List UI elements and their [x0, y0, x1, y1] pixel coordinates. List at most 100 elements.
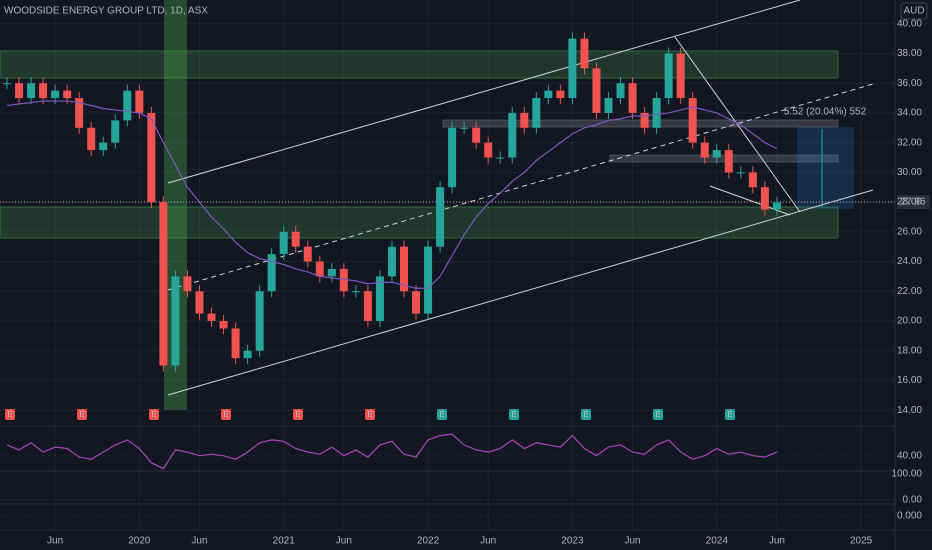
earnings-icon [5, 409, 15, 420]
candle [3, 83, 11, 85]
x-tick-label: 2023 [561, 536, 584, 547]
currency-badge[interactable] [900, 2, 928, 20]
candle [351, 291, 360, 293]
candle [496, 157, 505, 159]
candle [712, 150, 721, 158]
y-tick-label: 28.00 [897, 197, 922, 208]
x-tick-label: 2024 [706, 536, 729, 547]
last-price-badge [897, 195, 930, 209]
candle [472, 127, 481, 143]
earnings-label: E [655, 410, 660, 419]
candle [39, 83, 48, 99]
y-tick-label: 100.00 [891, 469, 922, 480]
candle [436, 187, 445, 247]
moving-average [6, 100, 778, 289]
candle [520, 112, 529, 128]
candle [652, 98, 661, 128]
y-tick-label: 14.00 [897, 405, 922, 416]
y-tick-label: 22.00 [897, 286, 922, 297]
candle [688, 98, 697, 143]
earnings-label: E [583, 410, 588, 419]
candle [279, 231, 288, 255]
wedge-line [674, 36, 801, 213]
highlight-column [164, 0, 187, 410]
candle [724, 150, 733, 173]
candle [147, 112, 156, 203]
earnings-label: E [439, 410, 444, 419]
currency: AUD [903, 6, 924, 17]
candle [412, 291, 421, 314]
candle [123, 90, 132, 121]
x-tick-label: 2025 [850, 536, 873, 547]
support-zone [0, 206, 839, 239]
earnings-icon [653, 409, 663, 420]
y-tick-label: 32.00 [897, 137, 922, 148]
candle [111, 120, 120, 143]
candle [159, 202, 168, 366]
candle [243, 350, 252, 359]
candle [664, 53, 673, 99]
chart-title: WOODSIDE ENERGY GROUP LTD, 1D, ASX [4, 6, 208, 17]
y-tick-label: 24.00 [897, 256, 922, 267]
earnings-label: E [7, 410, 12, 419]
candle [460, 127, 469, 129]
earnings-icon [581, 409, 591, 420]
earnings-label: E [79, 410, 84, 419]
x-tick-label: Jun [624, 536, 640, 547]
earnings-label: E [223, 410, 228, 419]
candle [616, 83, 625, 99]
rsi-line [6, 433, 778, 470]
candle [291, 231, 300, 247]
x-tick-label: 2020 [128, 536, 151, 547]
candle [75, 98, 84, 128]
candle [604, 98, 613, 113]
level-box [442, 119, 839, 128]
y-tick-label: 38.00 [897, 48, 922, 59]
channel-line [167, 0, 801, 184]
y-tick-label: 16.00 [897, 375, 922, 386]
earnings-icon [221, 409, 231, 420]
measure-label: 5.52 (20.04%) 552 [784, 107, 867, 118]
candle [63, 90, 72, 99]
candle [484, 142, 493, 158]
candle [532, 98, 541, 128]
earnings-icon [149, 409, 159, 420]
candle [327, 268, 336, 277]
candle [736, 172, 745, 174]
candle [15, 83, 24, 99]
candle [135, 90, 144, 113]
y-tick-label: 18.00 [897, 345, 922, 356]
earnings-label: E [151, 410, 156, 419]
candle [424, 246, 433, 314]
candle [387, 246, 396, 277]
candle [592, 68, 601, 113]
x-tick-label: Jun [47, 536, 63, 547]
y-tick-label: 0.00 [903, 495, 923, 506]
y-tick-label: 40.00 [897, 18, 922, 29]
candle [195, 291, 204, 314]
candle [231, 328, 240, 359]
last-price: 27.96 [900, 197, 925, 208]
x-tick-label: Jun [480, 536, 496, 547]
candle [375, 276, 384, 321]
candle [448, 127, 457, 188]
candle [363, 291, 372, 321]
candle [219, 320, 228, 329]
earnings-icon [509, 409, 519, 420]
candle [267, 254, 276, 292]
candle [171, 276, 180, 366]
candle [640, 112, 649, 128]
candle [51, 90, 60, 99]
y-tick-label: 36.00 [897, 78, 922, 89]
x-tick-label: Jun [191, 536, 207, 547]
candle [676, 53, 685, 99]
y-tick-label: 34.00 [897, 108, 922, 119]
candle [508, 112, 517, 158]
candle [772, 202, 781, 210]
y-tick-label: 30.00 [897, 167, 922, 178]
earnings-label: E [295, 410, 300, 419]
y-tick-label: 0.000 [897, 511, 922, 522]
x-tick-label: 2022 [417, 536, 440, 547]
y-tick-label: 40.00 [897, 450, 922, 461]
